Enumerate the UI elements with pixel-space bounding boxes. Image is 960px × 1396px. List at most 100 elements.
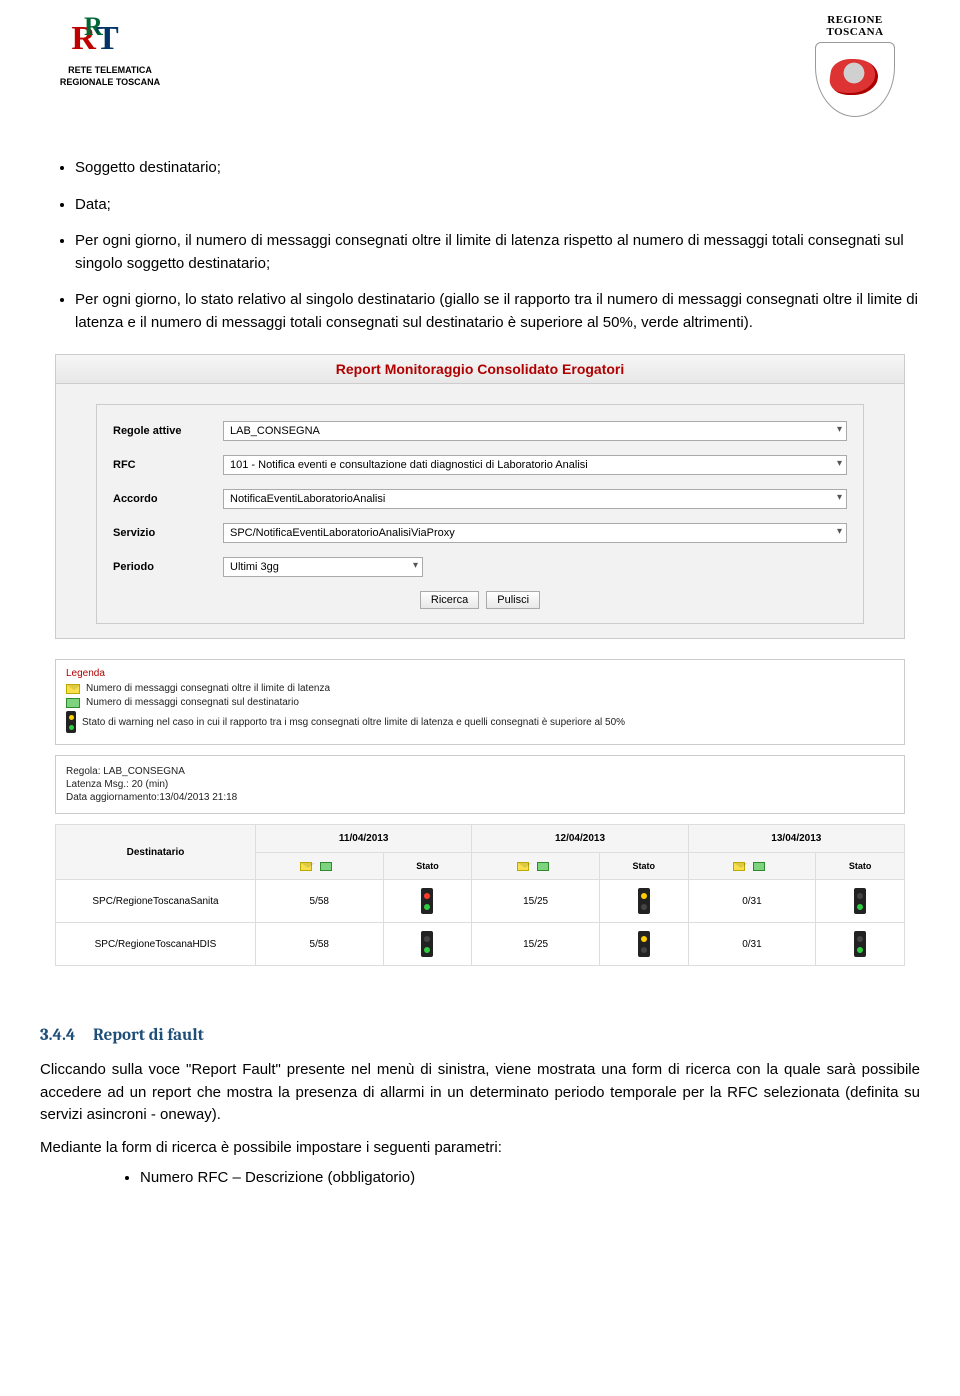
th-stato-2: Stato (599, 853, 688, 880)
row-accordo: Accordo NotificaEventiLaboratorioAnalisi (113, 489, 847, 509)
region-title-1: REGIONE (790, 14, 920, 26)
bullet-item: Per ogni giorno, lo stato relativo al si… (75, 289, 920, 334)
lbl-regole: Regole attive (113, 425, 223, 437)
envelope-yellow-icon (300, 862, 312, 871)
th-icons-2 (472, 853, 600, 880)
cell-d2: 15/25 (472, 923, 600, 966)
th-date-2: 12/04/2013 (472, 825, 688, 853)
legend-row-3: Stato di warning nel caso in cui il rapp… (66, 711, 894, 733)
cell-d3: 0/31 (688, 880, 816, 923)
region-title-2: TOSCANA (790, 26, 920, 38)
select-periodo[interactable]: Ultimi 3gg (223, 557, 423, 577)
cell-d3: 0/31 (688, 923, 816, 966)
embedded-screenshot: Report Monitoraggio Consolidato Erogator… (55, 354, 905, 966)
traffic-light-icon (638, 888, 650, 914)
legend-row-2: Numero di messaggi consegnati sul destin… (66, 697, 894, 708)
logo-rrt-icon: RRT (40, 14, 150, 64)
logo-left-sub2: REGIONALE TOSCANA (40, 78, 180, 88)
lbl-periodo: Periodo (113, 561, 223, 573)
cell-stato-3 (816, 923, 905, 966)
cell-stato-3 (816, 880, 905, 923)
cell-dest: SPC/RegioneToscanaSanita (56, 880, 256, 923)
cell-stato-1 (383, 923, 472, 966)
logo-left-sub1: RETE TELEMATICA (40, 66, 180, 76)
th-date-1: 11/04/2013 (256, 825, 472, 853)
envelope-green-icon (320, 862, 332, 871)
search-form-panel: Regole attive LAB_CONSEGNA RFC 101 - Not… (55, 384, 905, 639)
ricerca-button[interactable]: Ricerca (420, 591, 479, 609)
traffic-light-icon (638, 931, 650, 957)
legend-row-1: Numero di messaggi consegnati oltre il l… (66, 683, 894, 694)
page-header: RRT RETE TELEMATICA REGIONALE TOSCANA RE… (40, 10, 920, 137)
select-accordo-value: NotificaEventiLaboratorioAnalisi (230, 493, 385, 505)
legend-text-2: Numero di messaggi consegnati sul destin… (86, 697, 299, 708)
envelope-yellow-icon (733, 862, 745, 871)
select-periodo-value: Ultimi 3gg (230, 561, 279, 573)
select-servizio[interactable]: SPC/NotificaEventiLaboratorioAnalisiViaP… (223, 523, 847, 543)
search-form-inner: Regole attive LAB_CONSEGNA RFC 101 - Not… (96, 404, 864, 624)
traffic-light-icon (421, 931, 433, 957)
cell-d1: 5/58 (256, 880, 384, 923)
select-rfc-value: 101 - Notifica eventi e consultazione da… (230, 459, 588, 471)
bullet-item: Soggetto destinatario; (75, 157, 920, 180)
row-regole: Regole attive LAB_CONSEGNA (113, 421, 847, 441)
bullet-list: Soggetto destinatario; Data; Per ogni gi… (75, 157, 920, 334)
legend-box: Legenda Numero di messaggi consegnati ol… (55, 659, 905, 745)
bullet-item: Data; (75, 194, 920, 217)
results-table: Destinatario 11/04/2013 12/04/2013 13/04… (55, 824, 905, 966)
table-row: SPC/RegioneToscanaHDIS 5/58 15/25 0/31 (56, 923, 905, 966)
th-destinatario: Destinatario (56, 825, 256, 880)
legend-text-3: Stato di warning nel caso in cui il rapp… (82, 717, 625, 728)
cell-dest: SPC/RegioneToscanaHDIS (56, 923, 256, 966)
th-icons-1 (256, 853, 384, 880)
envelope-green-icon (66, 698, 80, 708)
envelope-yellow-icon (66, 684, 80, 694)
cell-stato-2 (599, 923, 688, 966)
bullet-item: Per ogni giorno, il numero di messaggi c… (75, 230, 920, 275)
lbl-accordo: Accordo (113, 493, 223, 505)
table-header-row-dates: Destinatario 11/04/2013 12/04/2013 13/04… (56, 825, 905, 853)
info-regola: Regola: LAB_CONSEGNA (66, 766, 894, 777)
section-p1: Cliccando sulla voce "Report Fault" pres… (40, 1059, 920, 1127)
cell-d2: 15/25 (472, 880, 600, 923)
option-item: Numero RFC – Descrizione (obbligatorio) (140, 1169, 920, 1186)
th-stato-1: Stato (383, 853, 472, 880)
envelope-yellow-icon (517, 862, 529, 871)
row-rfc: RFC 101 - Notifica eventi e consultazion… (113, 455, 847, 475)
section-number: 3.4.4 (40, 1026, 75, 1045)
panel-title: Report Monitoraggio Consolidato Erogator… (55, 354, 905, 384)
section-heading: 3.4.4 Report di fault (40, 1026, 920, 1045)
cell-stato-1 (383, 880, 472, 923)
section-title: Report di fault (93, 1026, 204, 1045)
button-row: Ricerca Pulisci (113, 591, 847, 609)
section-p2: Mediante la form di ricerca è possibile … (40, 1137, 920, 1160)
table-row: SPC/RegioneToscanaSanita 5/58 15/25 0/31 (56, 880, 905, 923)
info-latenza: Latenza Msg.: 20 (min) (66, 779, 894, 790)
th-stato-3: Stato (816, 853, 905, 880)
traffic-light-icon (854, 888, 866, 914)
traffic-light-icon (421, 888, 433, 914)
select-rfc[interactable]: 101 - Notifica eventi e consultazione da… (223, 455, 847, 475)
envelope-green-icon (753, 862, 765, 871)
section-options: Numero RFC – Descrizione (obbligatorio) (140, 1169, 920, 1186)
legend-title: Legenda (66, 668, 894, 679)
region-shield-icon (815, 42, 895, 117)
logo-right: REGIONE TOSCANA (790, 14, 920, 117)
th-icons-3 (688, 853, 816, 880)
row-servizio: Servizio SPC/NotificaEventiLaboratorioAn… (113, 523, 847, 543)
select-regole[interactable]: LAB_CONSEGNA (223, 421, 847, 441)
legend-text-1: Numero di messaggi consegnati oltre il l… (86, 683, 330, 694)
info-data-agg: Data aggiornamento:13/04/2013 21:18 (66, 792, 894, 803)
th-date-3: 13/04/2013 (688, 825, 904, 853)
logo-left: RRT RETE TELEMATICA REGIONALE TOSCANA (40, 14, 180, 88)
select-accordo[interactable]: NotificaEventiLaboratorioAnalisi (223, 489, 847, 509)
info-box: Regola: LAB_CONSEGNA Latenza Msg.: 20 (m… (55, 755, 905, 814)
page: RRT RETE TELEMATICA REGIONALE TOSCANA RE… (0, 0, 960, 1222)
cell-stato-2 (599, 880, 688, 923)
pegasus-icon (824, 53, 886, 103)
lbl-rfc: RFC (113, 459, 223, 471)
traffic-light-icon (854, 931, 866, 957)
row-periodo: Periodo Ultimi 3gg (113, 557, 847, 577)
select-servizio-value: SPC/NotificaEventiLaboratorioAnalisiViaP… (230, 527, 455, 539)
pulisci-button[interactable]: Pulisci (486, 591, 540, 609)
